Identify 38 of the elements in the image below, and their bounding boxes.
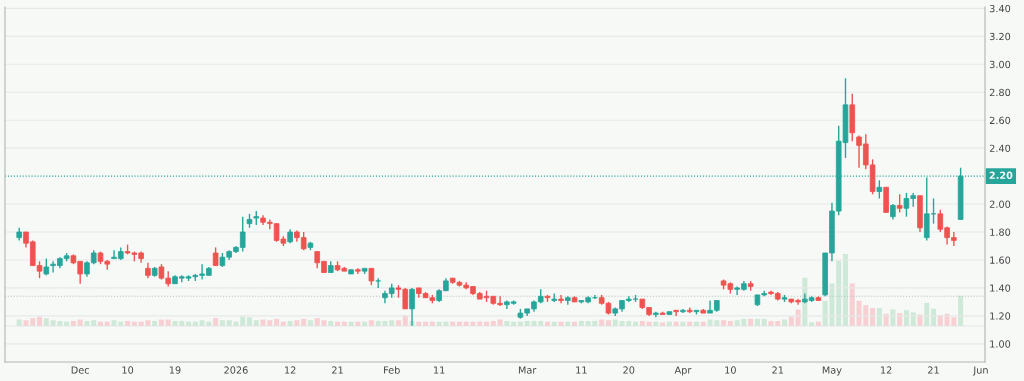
candlestick xyxy=(876,179,883,200)
y-tick-label: 1.00 xyxy=(990,340,1011,348)
x-tick-label: Jun xyxy=(972,366,988,376)
candlestick xyxy=(212,246,219,267)
x-tick-label: 12 xyxy=(285,366,296,374)
candlestick xyxy=(673,309,679,317)
candlestick xyxy=(375,277,381,289)
x-tick-label: 11 xyxy=(576,366,587,374)
x-tick-label: 11 xyxy=(434,366,445,374)
y-tick-label: 1.40 xyxy=(990,284,1011,292)
y-tick-label: 2.80 xyxy=(989,88,1011,97)
bar xyxy=(917,314,923,326)
y-tick-label: 1.80 xyxy=(990,228,1011,236)
x-tick-label: Apr xyxy=(674,366,692,376)
bar xyxy=(246,317,253,326)
x-tick-label: 12 xyxy=(881,366,892,374)
x-tick-label: 21 xyxy=(928,366,939,374)
x-tick-label: 10 xyxy=(122,366,134,374)
x-tick-label: 2026 xyxy=(224,366,248,374)
x-tick-label: 10 xyxy=(725,366,736,374)
y-tick-label: 2.40 xyxy=(989,144,1011,152)
x-tick-label: 20 xyxy=(623,366,635,374)
ref-line-label: 2.20 xyxy=(989,171,1013,179)
y-tick-label: 3.20 xyxy=(989,32,1011,41)
x-tick-label: Dec xyxy=(71,366,89,374)
y-tick-label: 3.40 xyxy=(989,4,1011,13)
y-tick-label: 2.00 xyxy=(989,200,1011,208)
y-tick-label: 1.20 xyxy=(990,312,1011,320)
x-tick-label: Mar xyxy=(518,366,537,374)
candlestick xyxy=(896,193,903,214)
y-tick-label: 2.60 xyxy=(989,116,1011,125)
x-tick-label: 21 xyxy=(772,366,784,374)
x-tick-label: 19 xyxy=(169,366,181,374)
x-tick-label: 21 xyxy=(332,366,343,374)
x-tick-label: May xyxy=(822,366,842,376)
x-tick-label: Feb xyxy=(384,366,400,374)
y-tick-label: 3.00 xyxy=(989,60,1011,69)
y-tick-label: 1.60 xyxy=(990,256,1011,264)
